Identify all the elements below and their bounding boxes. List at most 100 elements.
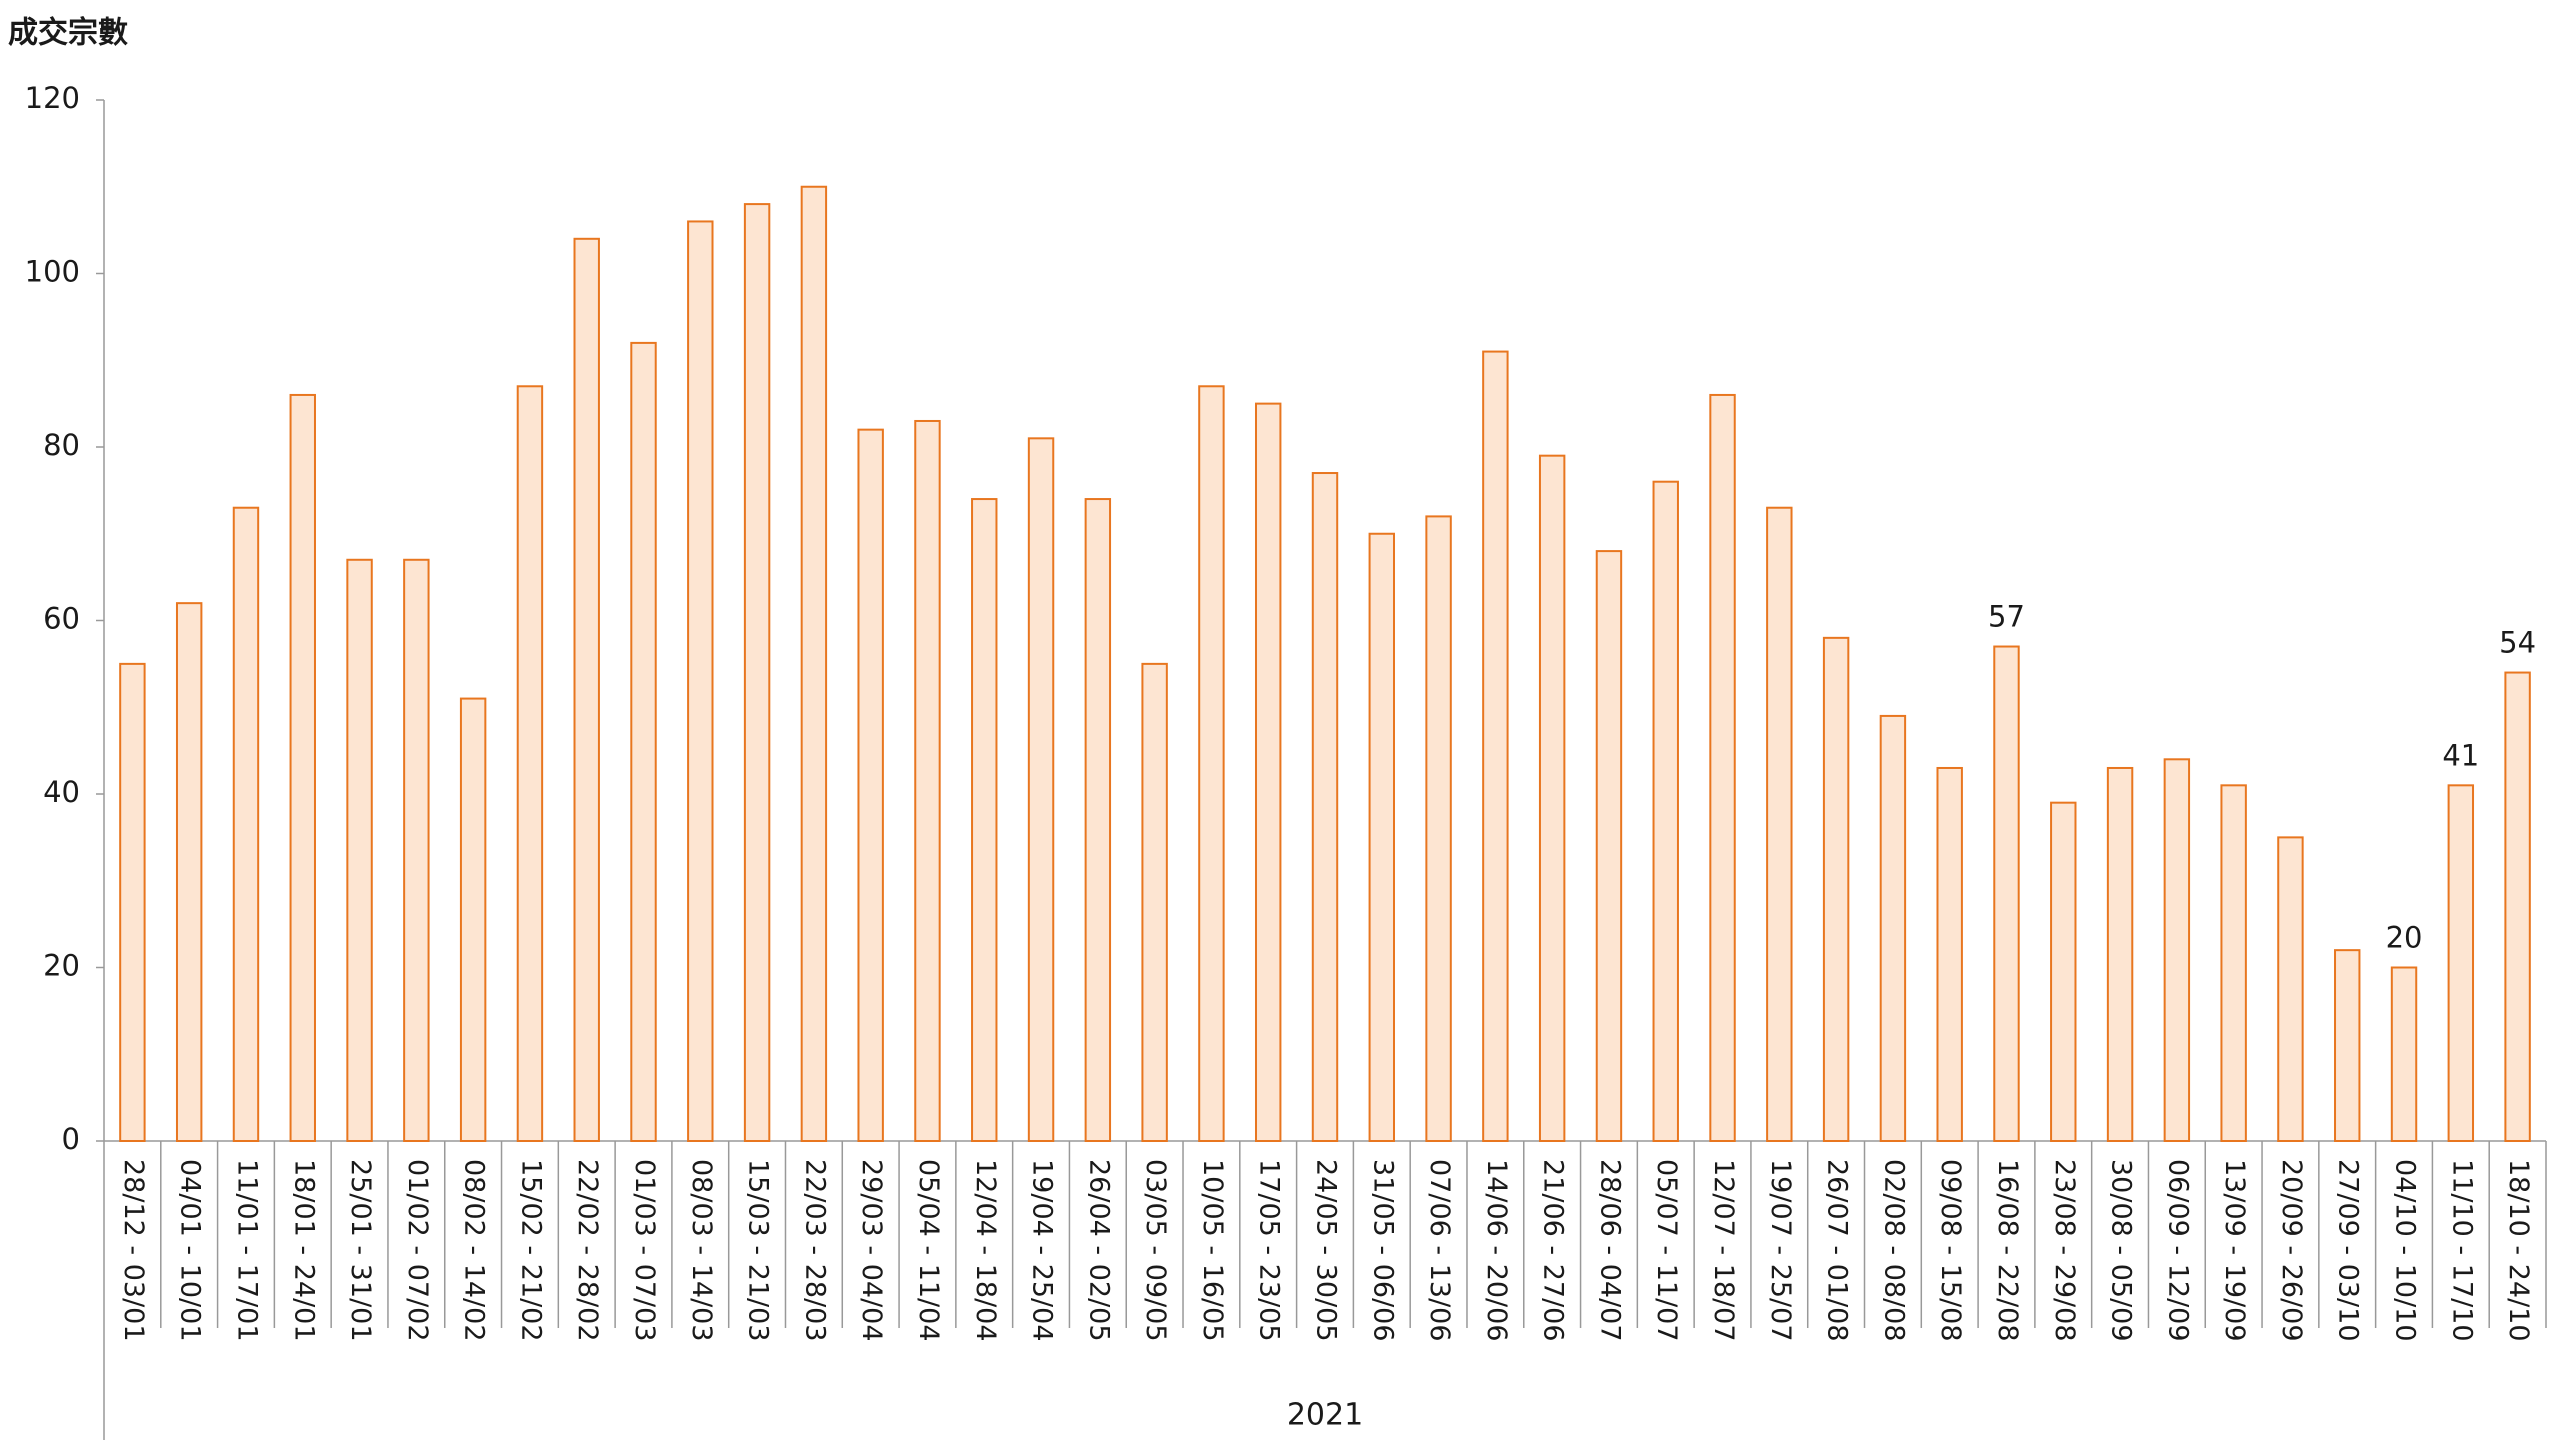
x-tick-label: 22/02 - 28/02 xyxy=(572,1159,603,1342)
x-tick-label: 04/10 - 10/10 xyxy=(2390,1159,2421,1342)
bar xyxy=(1822,636,1850,1142)
bar xyxy=(1652,480,1679,1142)
bar xyxy=(1027,437,1055,1142)
x-tick-label: 06/09 - 12/09 xyxy=(2162,1159,2193,1342)
x-tick-label: 28/06 - 04/07 xyxy=(1594,1159,1625,1342)
x-tick-label: 25/01 - 31/01 xyxy=(345,1159,376,1342)
bar xyxy=(1595,550,1623,1142)
bar xyxy=(2163,758,2191,1142)
bar xyxy=(1993,645,2020,1143)
x-tick-label: 12/07 - 18/07 xyxy=(1708,1159,1739,1342)
y-tick-label: 100 xyxy=(25,255,80,289)
bar xyxy=(743,203,771,1143)
bar xyxy=(687,220,714,1142)
x-tick-label: 04/01 - 10/01 xyxy=(175,1159,206,1342)
x-tick-label: 17/05 - 23/05 xyxy=(1254,1159,1285,1342)
x-tick-label: 11/10 - 17/10 xyxy=(2446,1159,2477,1342)
x-tick-label: 16/08 - 22/08 xyxy=(1992,1159,2023,1342)
bar xyxy=(1141,662,1168,1142)
x-tick-label: 30/08 - 05/09 xyxy=(2106,1159,2137,1342)
x-tick-label: 10/05 - 16/05 xyxy=(1197,1159,1228,1342)
bar xyxy=(2220,784,2247,1142)
x-tick-label: 26/04 - 02/05 xyxy=(1083,1159,1114,1342)
y-tick-label: 80 xyxy=(43,428,80,462)
y-tick-label: 60 xyxy=(43,602,80,636)
x-tick-label: 20/09 - 26/09 xyxy=(2276,1159,2307,1342)
bar xyxy=(346,558,373,1142)
x-tick-label: 21/06 - 27/06 xyxy=(1538,1159,1569,1342)
x-tick-label: 28/12 - 03/01 xyxy=(118,1159,149,1342)
x-tick-label: 05/04 - 11/04 xyxy=(913,1159,944,1342)
bar xyxy=(1482,350,1509,1142)
data-label: 54 xyxy=(2499,626,2536,660)
bar xyxy=(1879,714,1907,1142)
bar xyxy=(1368,532,1396,1142)
x-tick-label: 08/02 - 14/02 xyxy=(459,1159,490,1342)
bar xyxy=(800,185,828,1142)
x-tick-label: 14/06 - 20/06 xyxy=(1481,1159,1512,1342)
bar xyxy=(289,393,316,1142)
bar xyxy=(1709,393,1736,1142)
x-tick-label: 27/09 - 03/10 xyxy=(2333,1159,2364,1342)
y-tick-label: 0 xyxy=(62,1122,80,1156)
x-tick-label: 05/07 - 11/07 xyxy=(1651,1159,1682,1342)
bar xyxy=(119,662,146,1142)
bar xyxy=(2277,836,2304,1142)
bar xyxy=(1538,454,1566,1142)
bar xyxy=(232,506,260,1143)
bar xyxy=(1311,472,1339,1142)
x-tick-label: 31/05 - 06/06 xyxy=(1367,1159,1398,1342)
x-tick-label: 01/02 - 07/02 xyxy=(402,1159,433,1342)
x-tick-label: 19/07 - 25/07 xyxy=(1765,1159,1796,1342)
bar xyxy=(2334,949,2361,1143)
x-tick-label: 23/08 - 29/08 xyxy=(2049,1159,2080,1342)
bar xyxy=(630,341,657,1142)
bar xyxy=(1198,385,1225,1142)
y-axis-title: 成交宗數 xyxy=(8,16,128,51)
bar xyxy=(971,498,998,1142)
bar xyxy=(459,697,487,1142)
x-tick-label: 15/02 - 21/02 xyxy=(515,1159,546,1342)
x-tick-label: 03/05 - 09/05 xyxy=(1140,1159,1171,1342)
bar xyxy=(2504,671,2531,1142)
x-tick-label: 11/01 - 17/01 xyxy=(231,1159,262,1342)
bar xyxy=(1254,402,1282,1142)
group-label: 2021 xyxy=(1287,1398,1363,1433)
bar xyxy=(175,602,203,1142)
x-tick-label: 18/01 - 24/01 xyxy=(288,1159,319,1342)
bar xyxy=(2390,966,2418,1142)
y-tick-label: 120 xyxy=(25,81,80,115)
bar xyxy=(516,385,544,1142)
data-label: 57 xyxy=(1988,600,2025,634)
x-tick-label: 18/10 - 24/10 xyxy=(2503,1159,2534,1342)
x-tick-label: 01/03 - 07/03 xyxy=(629,1159,660,1342)
x-tick-label: 02/08 - 08/08 xyxy=(1878,1159,1909,1342)
x-tick-label: 15/03 - 21/03 xyxy=(743,1159,774,1342)
x-tick-label: 26/07 - 01/08 xyxy=(1822,1159,1853,1342)
bar xyxy=(1425,515,1452,1142)
data-label: 41 xyxy=(2442,738,2479,772)
x-tick-label: 29/03 - 04/04 xyxy=(856,1159,887,1342)
x-tick-label: 12/04 - 18/04 xyxy=(970,1159,1001,1342)
bar xyxy=(403,558,430,1142)
bar xyxy=(1936,766,1963,1142)
bar xyxy=(1766,506,1793,1143)
bar xyxy=(573,237,600,1143)
bar xyxy=(2050,801,2077,1142)
data-label: 20 xyxy=(2386,921,2423,955)
x-tick-label: 09/08 - 15/08 xyxy=(1935,1159,1966,1342)
y-tick-label: 40 xyxy=(43,775,80,809)
x-tick-label: 13/09 - 19/09 xyxy=(2219,1159,2250,1342)
x-tick-label: 19/04 - 25/04 xyxy=(1027,1159,1058,1342)
bar xyxy=(857,428,884,1142)
x-tick-label: 22/03 - 28/03 xyxy=(799,1159,830,1342)
x-tick-label: 07/06 - 13/06 xyxy=(1424,1159,1455,1342)
bar xyxy=(2447,784,2475,1142)
x-tick-label: 24/05 - 30/05 xyxy=(1311,1159,1342,1342)
bar xyxy=(2106,766,2134,1142)
bar xyxy=(914,419,941,1143)
bar xyxy=(1084,498,1112,1142)
x-tick-label: 08/03 - 14/03 xyxy=(686,1159,717,1342)
y-tick-label: 20 xyxy=(43,949,80,983)
